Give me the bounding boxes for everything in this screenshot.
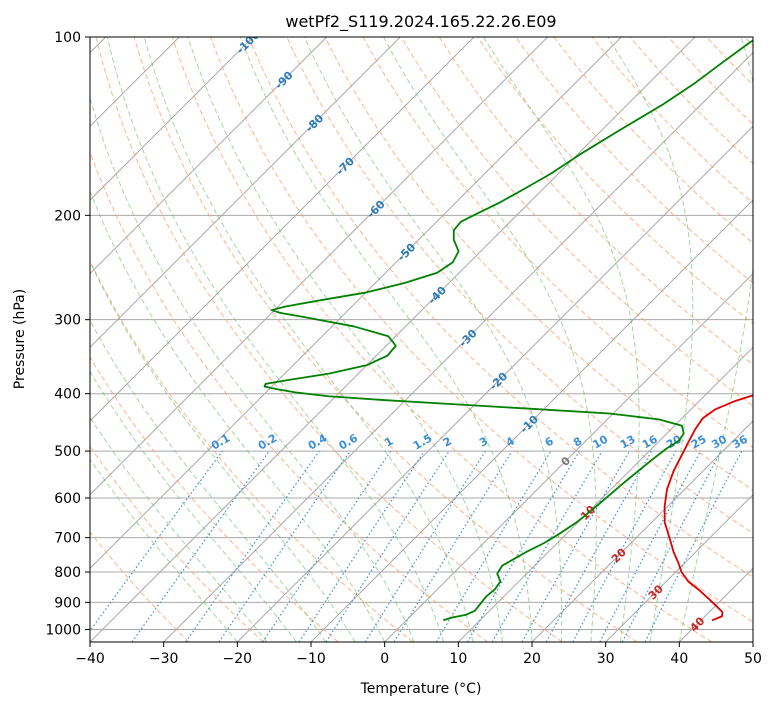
isotherm-line <box>90 37 549 496</box>
moist-adiabat <box>303 37 563 642</box>
dry-adiabat <box>400 37 753 407</box>
temperature-line <box>663 394 753 622</box>
isotherm-line <box>236 125 753 642</box>
x-axis-label: Temperature (°C) <box>360 681 482 697</box>
dry-adiabat <box>477 37 753 325</box>
x-tick-label: −20 <box>223 651 253 667</box>
mixing-ratio-line <box>572 450 677 642</box>
x-axis: −40 −30 −20 −10 0 10 20 30 40 50 <box>75 642 762 667</box>
moist-adiabat <box>90 189 386 642</box>
x-tick-label: −30 <box>149 651 179 667</box>
isotherm-line <box>90 37 696 642</box>
dry-adiabat <box>439 37 753 366</box>
isotherm-line <box>90 37 401 349</box>
dry-adiabat <box>90 259 414 642</box>
y-tick-label: 1000 <box>45 622 81 638</box>
x-tick-label: 50 <box>744 651 762 667</box>
moist-adiabat <box>90 416 268 642</box>
isotherm-line <box>457 346 753 642</box>
moist-adiabat <box>90 260 356 642</box>
moist-adiabat <box>90 458 238 642</box>
y-axis-label: Pressure (hPa) <box>12 289 28 389</box>
y-tick-label: 600 <box>54 491 81 507</box>
mixing-ratio-line <box>545 450 653 642</box>
dry-adiabat <box>95 37 563 642</box>
dry-adiabat <box>553 37 753 244</box>
isotherm-line <box>90 37 475 422</box>
x-tick-label: −10 <box>296 651 326 667</box>
isotherm-line <box>531 420 753 642</box>
dry-adiabat <box>362 37 753 449</box>
moist-adiabat <box>90 319 327 642</box>
isotherm-line <box>163 51 753 642</box>
mixing-ratio-line <box>393 450 513 642</box>
moist-adiabat <box>187 37 504 642</box>
x-tick-label: 20 <box>523 651 541 667</box>
background-lines <box>90 37 753 642</box>
moist-adiabat <box>678 37 753 642</box>
y-tick-label: 900 <box>54 595 81 611</box>
moist-adiabat <box>239 37 533 642</box>
mixing-ratio-line <box>644 450 743 642</box>
x-tick-label: 0 <box>380 651 389 667</box>
mixing-ratio-line <box>131 450 270 642</box>
chart-title: wetPf2_S119.2024.165.22.26.E09 <box>285 12 556 32</box>
y-tick-label: 400 <box>54 387 81 403</box>
plot-background <box>90 37 753 642</box>
y-tick-label: 800 <box>54 565 81 581</box>
x-tick-label: 30 <box>597 651 615 667</box>
dry-adiabat <box>171 37 712 642</box>
plot-frame <box>89 36 754 643</box>
mixing-ratio-line <box>262 450 392 642</box>
dry-adiabat <box>629 37 753 165</box>
moist-adiabat <box>482 37 640 642</box>
moist-adiabat <box>106 37 445 642</box>
isotherm-line <box>90 37 254 201</box>
mixing-ratio-line <box>325 450 450 642</box>
moist-adiabat <box>90 370 297 642</box>
dewpoint-line <box>263 39 753 622</box>
dry-adiabat <box>210 37 753 623</box>
mixing-ratio-line <box>90 450 223 632</box>
isotherm-line <box>90 37 622 570</box>
isotherm-line <box>90 37 328 275</box>
dry-adiabat <box>324 37 753 491</box>
moist-adiabat <box>383 37 597 642</box>
y-tick-label: 200 <box>54 208 81 224</box>
dry-adiabat <box>133 37 638 642</box>
mixing-ratio-line <box>298 450 425 642</box>
x-tick-label: 40 <box>670 651 688 667</box>
y-axis: 100 200 300 400 500 600 700 800 900 1000 <box>45 30 90 638</box>
y-tick-label: 100 <box>54 30 81 46</box>
moist-adiabat <box>143 37 474 642</box>
x-tick-label: −40 <box>75 651 105 667</box>
mixing-ratio-line <box>185 450 320 642</box>
dry-adiabat <box>90 356 339 642</box>
isotherm-line <box>605 493 753 642</box>
series-layer <box>263 39 753 622</box>
isotherm-line <box>384 272 753 642</box>
y-tick-label: 500 <box>54 444 81 460</box>
moist-adiabat <box>607 37 694 642</box>
y-tick-label: 300 <box>54 313 81 329</box>
mixing-ratio-line <box>521 450 631 642</box>
x-tick-label: 10 <box>449 651 467 667</box>
dry-adiabat <box>90 531 190 642</box>
mixing-ratio-line <box>218 450 351 642</box>
dry-adiabat <box>248 37 753 578</box>
y-tick-label: 700 <box>54 531 81 547</box>
